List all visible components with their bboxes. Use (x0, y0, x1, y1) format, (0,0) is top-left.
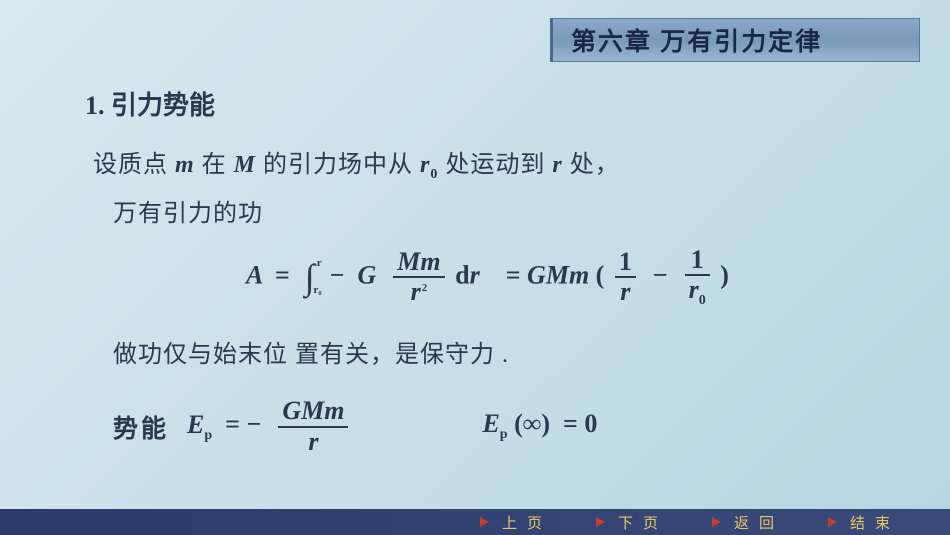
setup-line: 设质点 m 在 M 的引力场中从 r0 处运动到 r 处， (93, 144, 890, 183)
var-G: G (527, 260, 546, 289)
var-Ep: Ep (187, 410, 212, 439)
zero: 0 (584, 409, 597, 438)
text: 在 (202, 152, 234, 178)
var-Ep: Ep (482, 409, 507, 438)
fraction-GMm-r: GMm r (278, 397, 348, 456)
potential-infinity: Ep (∞) = 0 (482, 409, 597, 443)
work-formula: A = ∫rr₀ − G Mm r2 dr = GMm ( 1 r − 1 r0 (85, 246, 890, 309)
equals: = (506, 260, 521, 289)
text: 处， (570, 152, 620, 178)
text: 处运动到 (445, 152, 552, 178)
var-m: m (569, 260, 589, 289)
fraction-1-r: 1 r (615, 248, 636, 307)
potential-label: 势能 (113, 409, 169, 445)
work-label: 万有引力的功 (113, 193, 890, 228)
minus: − (653, 260, 668, 289)
prev-button[interactable]: 上页 (484, 512, 552, 533)
section-title: 1. 引力势能 (85, 85, 890, 122)
fraction-Mm-r2: Mm r2 (393, 248, 444, 307)
end-button[interactable]: 结束 (832, 512, 900, 533)
text: 设质点 (93, 152, 175, 178)
var-M: M (546, 260, 569, 289)
var-r: r (470, 260, 480, 289)
fraction-1-r0: 1 r0 (685, 246, 710, 309)
var-r0: r0 (420, 152, 438, 178)
section-number: 1. (85, 91, 105, 120)
integral-sign: ∫rr₀ (305, 256, 315, 298)
section-heading: 引力势能 (111, 91, 215, 120)
potential-energy-row: 势能 Ep = − GMm r Ep (∞) = 0 (113, 397, 890, 456)
var-r: r (552, 152, 562, 178)
nav-bar: 上页 下页 返回 结束 (0, 509, 950, 535)
chapter-title: 第六章 万有引力定律 (571, 22, 822, 58)
slide-content: 1. 引力势能 设质点 m 在 M 的引力场中从 r0 处运动到 r 处， 万有… (85, 85, 890, 456)
var-A: A (246, 260, 262, 289)
var-m: m (175, 152, 195, 178)
equals: = (275, 260, 290, 289)
lparen: ( (596, 260, 605, 289)
text: 的引力场中从 (263, 152, 420, 178)
rparen: ) (720, 260, 729, 289)
potential-formula: Ep = − GMm r (187, 397, 352, 456)
minus: − (330, 260, 345, 289)
infinity: ∞ (523, 409, 542, 438)
back-button[interactable]: 返回 (716, 512, 784, 533)
d: d (455, 260, 469, 289)
conservative-statement: 做功仅与始末位 置有关，是保守力 . (113, 334, 890, 369)
chapter-banner: 第六章 万有引力定律 (550, 18, 920, 62)
next-button[interactable]: 下页 (600, 512, 668, 533)
var-M-cap: M (234, 152, 256, 178)
var-G: G (357, 260, 376, 289)
